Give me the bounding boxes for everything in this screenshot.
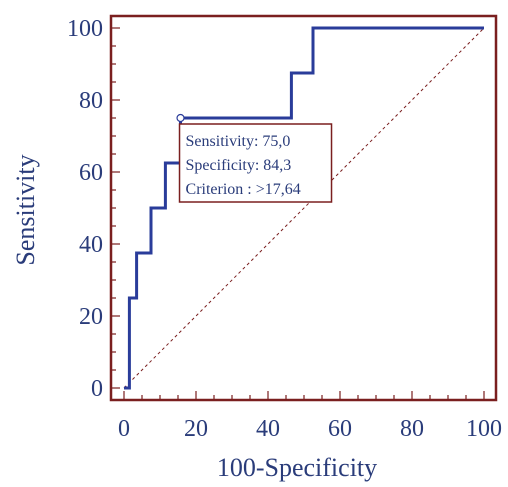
roc-curve: [124, 26, 484, 390]
y-tick-label: 100: [67, 16, 103, 42]
y-tick-label: 40: [79, 232, 103, 258]
x-tick-label: 100: [466, 416, 502, 442]
x-tick-label: 60: [328, 416, 352, 442]
y-tick-label: 60: [79, 160, 103, 186]
diagonal-reference-line: [123, 27, 485, 389]
axes-layer: 0 20 40 60 80 100 0 20 40 60 80 100: [67, 14, 502, 442]
x-tick-label: 80: [400, 416, 424, 442]
x-axis-label: 100-Specificity: [217, 453, 377, 482]
annotation-box: [178, 123, 333, 203]
series-layer: [123, 26, 485, 390]
x-tick-label: 20: [184, 416, 208, 442]
annotation-line: Specificity: 84,3: [186, 157, 292, 174]
annotation-layer: Sensitivity: 75,0 Specificity: 84,3 Criter…: [178, 123, 333, 203]
highlight-point-marker: [176, 113, 185, 123]
annotation-line: Criterion : >17,64: [186, 181, 301, 198]
x-tick-label: 40: [256, 416, 280, 442]
y-axis-label: Sensitivity: [11, 154, 40, 265]
y-tick-label: 20: [79, 304, 103, 330]
x-tick-label: 0: [118, 416, 130, 442]
y-tick-label: 0: [91, 376, 103, 402]
y-tick-label: 80: [79, 88, 103, 114]
annotation-line: Sensitivity: 75,0: [186, 133, 291, 150]
